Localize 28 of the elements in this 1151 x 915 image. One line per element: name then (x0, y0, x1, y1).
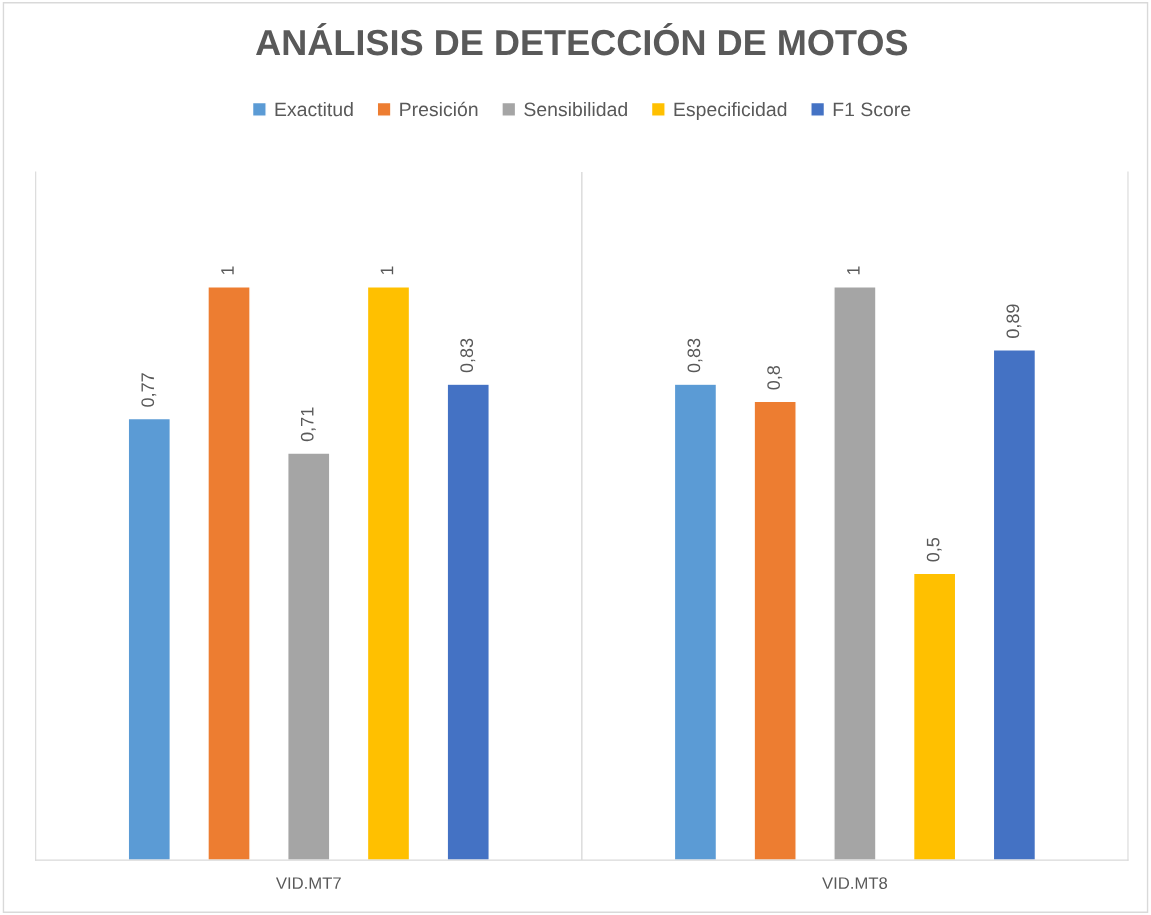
x-tick-label: VID.MT8 (822, 877, 888, 890)
legend-label: Presición (400, 101, 478, 117)
bar (127, 417, 172, 861)
data-label: 0,89 (1006, 304, 1022, 338)
bar (287, 452, 331, 861)
data-label: 0,83 (687, 338, 703, 373)
bar (207, 286, 251, 861)
bar (446, 383, 490, 861)
legend-label: Exactitud (275, 101, 353, 117)
bar (753, 400, 797, 861)
data-label: 0,5 (926, 537, 942, 562)
bar (673, 383, 718, 861)
legend-label: F1 Score (833, 102, 911, 117)
legend-label: Especificidad (674, 101, 787, 121)
data-label: 1 (221, 266, 234, 275)
data-label: 0,77 (141, 373, 157, 407)
chart-title: ANÁLISIS DE DETECCIÓN DE MOTOS (256, 23, 908, 56)
bar (833, 286, 877, 861)
bar (992, 349, 1037, 861)
legend-label: Sensibilidad (524, 101, 627, 117)
bar (912, 572, 957, 861)
bar (366, 286, 411, 861)
data-label: 0,8 (767, 365, 783, 390)
x-tick-label: VID.MT7 (275, 877, 341, 889)
data-label: 1 (380, 266, 394, 275)
data-label: 1 (847, 266, 860, 275)
data-label: 0,71 (300, 407, 316, 442)
data-label: 0,83 (460, 338, 476, 373)
